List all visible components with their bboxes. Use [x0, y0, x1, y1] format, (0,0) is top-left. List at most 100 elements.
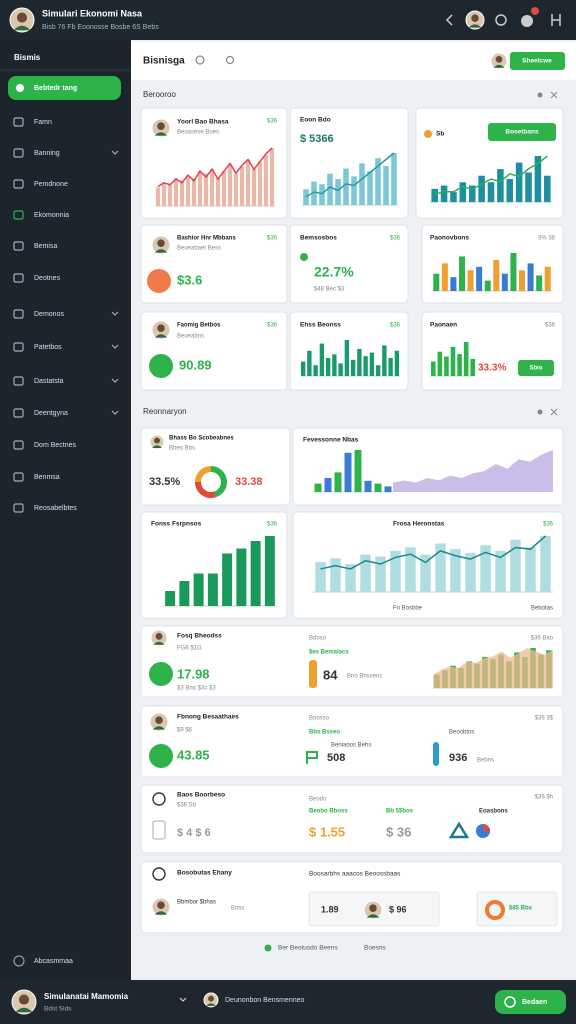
bar — [391, 153, 397, 205]
nav-label: Benmsa — [34, 474, 60, 481]
card — [140, 511, 288, 619]
chevron[interactable] — [179, 997, 187, 1002]
settings-icon[interactable] — [521, 15, 533, 27]
bar — [179, 581, 190, 606]
avatar-body — [154, 911, 168, 915]
card-text: Bbmbor $bhas — [177, 900, 216, 906]
card-text: Ehss Beonss — [300, 322, 341, 329]
card-text: $ 96 — [389, 904, 407, 914]
card-icon — [152, 820, 166, 840]
area — [393, 450, 553, 492]
nav-item[interactable] — [8, 266, 121, 290]
card-text: Beoeabaet Bess — [177, 246, 221, 252]
bar — [484, 280, 491, 291]
bar — [540, 536, 551, 592]
bar — [173, 178, 179, 206]
bar — [363, 356, 368, 376]
search-icon[interactable] — [195, 55, 205, 65]
nav-item[interactable] — [8, 369, 121, 393]
card-button[interactable] — [518, 360, 554, 376]
nav-label: Demonos — [34, 311, 64, 318]
notif-badge — [531, 7, 539, 15]
menu-icon[interactable] — [551, 14, 561, 26]
bar — [303, 189, 309, 205]
section-title: Berooroo — [143, 90, 176, 99]
bar — [459, 182, 467, 202]
back-icon[interactable] — [445, 14, 453, 26]
bar — [440, 185, 448, 202]
card-text: $36 $h — [535, 795, 553, 801]
kpi-pill — [433, 742, 439, 766]
nav-item[interactable] — [8, 465, 121, 489]
nav-item[interactable] — [8, 234, 121, 258]
card-text: Fosq Bheodss — [177, 633, 222, 640]
bar — [360, 554, 371, 592]
avatar-head — [16, 12, 28, 23]
card-text: $48 Bec $3 — [314, 287, 345, 293]
card-text: 1.89 — [321, 904, 339, 914]
card-text: $36 Bao — [531, 636, 554, 642]
card-text: 22.7% — [314, 264, 354, 280]
nav-item[interactable] — [8, 335, 121, 359]
card-text: Bb 5$bos — [386, 809, 414, 815]
card-text: FG6 $1G — [177, 646, 202, 652]
bar — [350, 359, 356, 376]
section-close[interactable] — [550, 91, 558, 99]
bottom-bar — [0, 980, 576, 1024]
bar — [501, 273, 508, 291]
card-text: Baos Boorbeso — [177, 792, 225, 799]
card-text: Beobo Bboss — [309, 809, 348, 815]
bar — [193, 573, 204, 606]
chevron — [111, 150, 119, 155]
bar — [493, 259, 500, 291]
bar — [338, 363, 343, 376]
nav-icon — [13, 210, 24, 220]
bar — [441, 263, 448, 291]
filter-icon[interactable] — [225, 55, 235, 65]
card-text: Bbs Bsseo — [309, 730, 340, 736]
avatar-body — [154, 132, 168, 136]
card-text: Fbnong Besaathaes — [177, 714, 239, 721]
avatar-head — [208, 995, 214, 1002]
bottom-text: Deunonbon Bensmenneo — [225, 997, 305, 1004]
bar — [344, 340, 350, 376]
bar — [470, 359, 476, 376]
nav-icon — [13, 503, 24, 513]
avatar-body — [152, 445, 162, 448]
avatar-head — [155, 716, 163, 724]
bar — [384, 486, 392, 492]
section-close[interactable] — [550, 408, 558, 416]
bottom-button[interactable] — [495, 990, 566, 1014]
bar — [207, 573, 218, 606]
card-text: Bbeo Bbs — [169, 446, 195, 452]
line — [157, 147, 273, 188]
header-button[interactable] — [510, 52, 565, 70]
nav-item-active[interactable] — [8, 76, 121, 100]
card-text: Fevessonne Nbas — [303, 437, 359, 444]
user-name: Simulanatai Mamomia — [44, 992, 129, 1001]
bar — [179, 180, 185, 206]
avatar-body — [468, 24, 482, 28]
top-bar — [0, 0, 576, 40]
nav-label: Bebtedr tang — [34, 85, 77, 92]
nav-item[interactable] — [8, 110, 121, 134]
nav-icon — [13, 376, 24, 386]
bar — [351, 176, 357, 205]
bar — [457, 354, 462, 376]
card-text: $36 — [390, 323, 401, 329]
bar — [478, 175, 485, 202]
nav-icon — [13, 117, 24, 127]
bar — [269, 148, 275, 206]
nav-item[interactable] — [8, 302, 121, 326]
bar — [236, 548, 247, 606]
card-button[interactable] — [488, 123, 556, 141]
bar — [167, 185, 173, 206]
nav-label: Patetbos — [34, 344, 62, 351]
nav-icon — [13, 955, 25, 967]
nav-item[interactable] — [8, 141, 121, 165]
refresh-icon[interactable] — [495, 14, 507, 26]
card-text: $ 4 $ 6 — [177, 827, 211, 839]
bar — [405, 547, 416, 592]
bar — [325, 358, 331, 376]
nav-label: Deentgyna — [34, 410, 68, 417]
